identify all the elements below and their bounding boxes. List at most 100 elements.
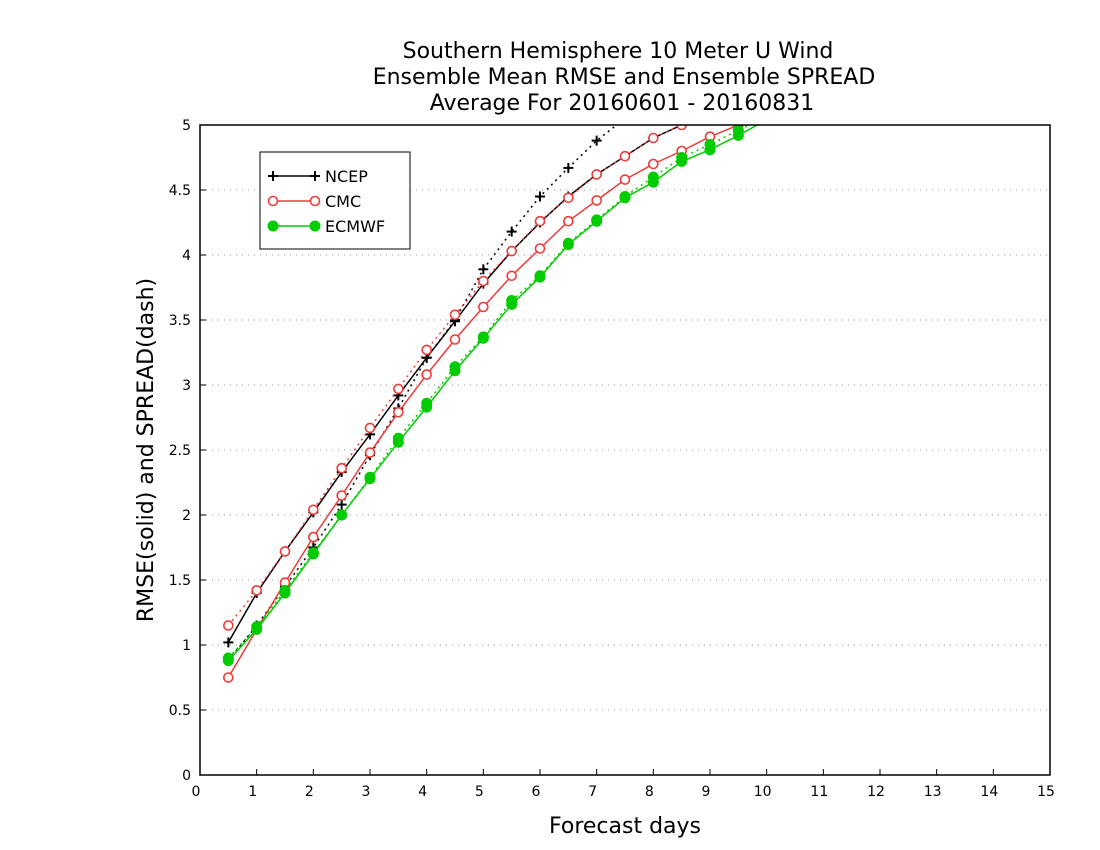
legend: NCEP CMC ECMWF bbox=[259, 151, 411, 250]
x-tick-label-9: 9 bbox=[702, 784, 711, 800]
cmc-rmse-point-4 bbox=[336, 490, 347, 501]
x-axis-label: Forecast days bbox=[549, 814, 701, 839]
x-tick-label-6: 6 bbox=[532, 784, 541, 800]
cmc-spread-point-15 bbox=[648, 132, 659, 144]
ecmwf-rmse-point-6 bbox=[392, 436, 404, 448]
x-tick-label-4: 4 bbox=[418, 784, 427, 800]
ncep-spread-point-12 bbox=[563, 162, 574, 173]
chart-title-line-3: Average For 20160601 - 20160831 bbox=[430, 91, 815, 116]
x-tick-label-8: 8 bbox=[645, 784, 654, 800]
cmc-spread-point-10 bbox=[506, 245, 517, 257]
legend-item-ncep: NCEP bbox=[268, 167, 368, 186]
ncep-spread-point-9 bbox=[478, 264, 489, 275]
legend-label-ecmwf: ECMWF bbox=[325, 217, 385, 236]
ecmwf-rmse-point-19 bbox=[764, 125, 769, 126]
ecmwf-rmse-point-0 bbox=[222, 655, 234, 667]
cmc-spread-point-0 bbox=[223, 620, 234, 631]
cmc-spread-point-3 bbox=[308, 504, 319, 516]
legend-label-ncep: NCEP bbox=[325, 167, 368, 186]
cmc-spread-point-13 bbox=[591, 169, 602, 180]
x-tick-label-15: 15 bbox=[1037, 784, 1055, 800]
y-tick-label-10: 5 bbox=[182, 118, 191, 134]
cmc-rmse-point-6 bbox=[393, 406, 404, 418]
legend-marker-right-cmc bbox=[309, 195, 321, 207]
cmc-spread-point-16 bbox=[676, 125, 687, 131]
chart-title: Southern Hemisphere 10 Meter U Wind Ense… bbox=[373, 39, 876, 116]
ncep-spread-point-13 bbox=[591, 135, 602, 146]
y-tick-label-7: 3.5 bbox=[169, 313, 191, 329]
x-tick-label-10: 10 bbox=[754, 784, 772, 800]
cmc-rmse-point-11 bbox=[534, 243, 546, 254]
y-tick-label-3: 1.5 bbox=[169, 573, 191, 589]
ecmwf-rmse-point-17 bbox=[704, 144, 716, 156]
ecmwf-rmse-point-16 bbox=[676, 155, 688, 167]
legend-marker-right-ecmwf bbox=[309, 220, 321, 232]
cmc-spread-point-9 bbox=[478, 275, 489, 287]
ecmwf-rmse-point-5 bbox=[364, 473, 376, 485]
cmc-rmse-point-10 bbox=[506, 270, 517, 282]
cmc-spread-point-1 bbox=[251, 585, 262, 596]
cmc-spread-point-4 bbox=[336, 462, 347, 474]
cmc-spread-point-12 bbox=[563, 192, 574, 204]
ecmwf-rmse-point-12 bbox=[562, 239, 574, 251]
y-tick-label-8: 4 bbox=[182, 248, 191, 264]
cmc-spread-point-7 bbox=[421, 344, 432, 356]
ecmwf-rmse-point-1 bbox=[251, 623, 263, 635]
series-layer bbox=[222, 125, 769, 683]
ecmwf-rmse-point-10 bbox=[506, 298, 518, 310]
cmc-rmse-point-14 bbox=[619, 174, 631, 185]
cmc-rmse-point-12 bbox=[563, 215, 574, 227]
cmc-spread-markers bbox=[223, 125, 687, 631]
x-tick-label-14: 14 bbox=[980, 784, 998, 800]
y-tick-label-0: 0 bbox=[182, 768, 191, 784]
ecmwf-rmse-point-13 bbox=[591, 215, 603, 227]
ecmwf-rmse-point-11 bbox=[534, 271, 546, 283]
ecmwf-rmse-point-2 bbox=[279, 587, 291, 599]
x-tick-label-7: 7 bbox=[588, 784, 597, 800]
legend-label-cmc: CMC bbox=[325, 192, 361, 211]
ncep-spread-point-11 bbox=[535, 191, 545, 202]
ecmwf-rmse-markers bbox=[222, 125, 769, 667]
cmc-rmse-point-7 bbox=[421, 369, 432, 380]
cmc-rmse-point-13 bbox=[591, 195, 602, 206]
ecmwf-rmse-line bbox=[227, 125, 759, 662]
legend-marker-right-ncep bbox=[310, 171, 320, 181]
cmc-rmse-point-8 bbox=[449, 334, 461, 345]
legend-marker-left-cmc bbox=[267, 195, 279, 207]
cmc-rmse-point-5 bbox=[364, 447, 376, 458]
y-axis-ticks: 0 0.5 1 1.5 2 2.5 3 3.5 4 4.5 5 bbox=[169, 118, 206, 784]
ecmwf-rmse-point-8 bbox=[449, 365, 461, 377]
ecmwf-rmse-point-9 bbox=[477, 332, 489, 344]
ecmwf-rmse-point-3 bbox=[307, 548, 319, 560]
chart-title-line-2: Ensemble Mean RMSE and Ensemble SPREAD bbox=[373, 65, 876, 90]
ecmwf-rmse-point-14 bbox=[619, 192, 631, 204]
ncep-rmse-point-0 bbox=[223, 637, 234, 648]
x-tick-label-2: 2 bbox=[305, 784, 314, 800]
x-tick-label-5: 5 bbox=[475, 784, 484, 800]
cmc-spread-point-2 bbox=[279, 546, 291, 557]
x-tick-label-13: 13 bbox=[924, 784, 942, 800]
x-tick-label-3: 3 bbox=[362, 784, 371, 800]
ecmwf-rmse-point-15 bbox=[647, 176, 659, 188]
cmc-spread-point-11 bbox=[534, 215, 546, 227]
x-axis-ticks: 0 1 2 3 4 5 6 7 8 9 10 11 12 13 14 15 bbox=[192, 769, 1055, 800]
legend-item-cmc: CMC bbox=[267, 192, 361, 211]
y-axis-label: RMSE(solid) and SPREAD(dash) bbox=[134, 278, 159, 622]
gridlines bbox=[200, 189, 1050, 711]
ecmwf-rmse-point-7 bbox=[421, 401, 433, 413]
cmc-rmse-point-9 bbox=[478, 301, 489, 313]
x-tick-label-11: 11 bbox=[810, 784, 828, 800]
y-tick-label-4: 2 bbox=[182, 508, 191, 524]
ecmwf-rmse-point-18 bbox=[732, 129, 744, 141]
cmc-rmse-point-0 bbox=[223, 672, 234, 683]
ncep-spread-point-4 bbox=[336, 499, 347, 510]
cmc-rmse-point-15 bbox=[648, 158, 659, 170]
cmc-spread-point-14 bbox=[619, 150, 631, 162]
x-tick-label-12: 12 bbox=[867, 784, 885, 800]
cmc-spread-point-8 bbox=[449, 309, 461, 321]
y-tick-label-9: 4.5 bbox=[169, 183, 191, 199]
cmc-spread-point-5 bbox=[364, 422, 376, 434]
ncep-spread-line bbox=[227, 125, 618, 662]
cmc-rmse-point-3 bbox=[308, 531, 319, 543]
